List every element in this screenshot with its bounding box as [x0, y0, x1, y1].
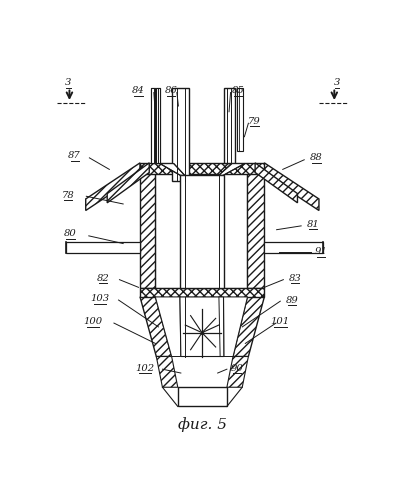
Bar	[224, 88, 234, 163]
Text: 79: 79	[248, 117, 261, 126]
Text: 80: 80	[64, 229, 77, 238]
Bar	[237, 88, 244, 151]
Polygon shape	[255, 163, 297, 203]
Polygon shape	[180, 297, 224, 356]
Bar	[151, 88, 160, 163]
Text: фиг. 5: фиг. 5	[179, 418, 227, 432]
Bar	[156, 88, 160, 163]
Text: 87: 87	[68, 151, 81, 161]
Bar	[140, 163, 265, 174]
Bar	[172, 88, 189, 181]
Bar	[265, 242, 323, 253]
Text: 102: 102	[136, 364, 155, 373]
Text: 90: 90	[231, 364, 244, 373]
Bar	[248, 168, 265, 288]
Polygon shape	[265, 163, 319, 211]
Polygon shape	[223, 297, 248, 356]
Bar	[180, 175, 223, 288]
Bar	[178, 387, 227, 407]
Text: 85: 85	[232, 86, 245, 95]
Bar	[140, 163, 265, 174]
Bar	[140, 168, 155, 288]
Polygon shape	[227, 356, 248, 387]
Text: 86: 86	[164, 86, 177, 95]
Polygon shape	[219, 164, 244, 175]
Text: 3: 3	[65, 78, 72, 87]
Bar	[140, 288, 265, 297]
Text: 89: 89	[286, 295, 298, 304]
Polygon shape	[140, 297, 171, 356]
Bar	[140, 288, 265, 297]
Text: 81: 81	[307, 220, 319, 229]
Bar	[155, 168, 248, 288]
Text: 103: 103	[91, 294, 110, 303]
Bar	[248, 168, 265, 288]
Text: 100: 100	[84, 317, 103, 326]
Text: 84: 84	[132, 86, 145, 95]
Text: 82: 82	[97, 273, 110, 282]
Bar	[67, 242, 140, 253]
Polygon shape	[160, 164, 185, 175]
Polygon shape	[233, 297, 265, 356]
Text: 78: 78	[61, 191, 74, 200]
Polygon shape	[155, 297, 181, 356]
Polygon shape	[86, 163, 140, 211]
Text: 88: 88	[310, 153, 323, 162]
Text: 3: 3	[334, 78, 341, 87]
Polygon shape	[156, 356, 178, 387]
Bar	[140, 168, 155, 288]
Text: 101: 101	[271, 317, 290, 326]
Text: 91: 91	[315, 248, 327, 256]
Polygon shape	[107, 163, 149, 203]
Bar	[151, 88, 155, 163]
Text: 83: 83	[289, 273, 301, 282]
